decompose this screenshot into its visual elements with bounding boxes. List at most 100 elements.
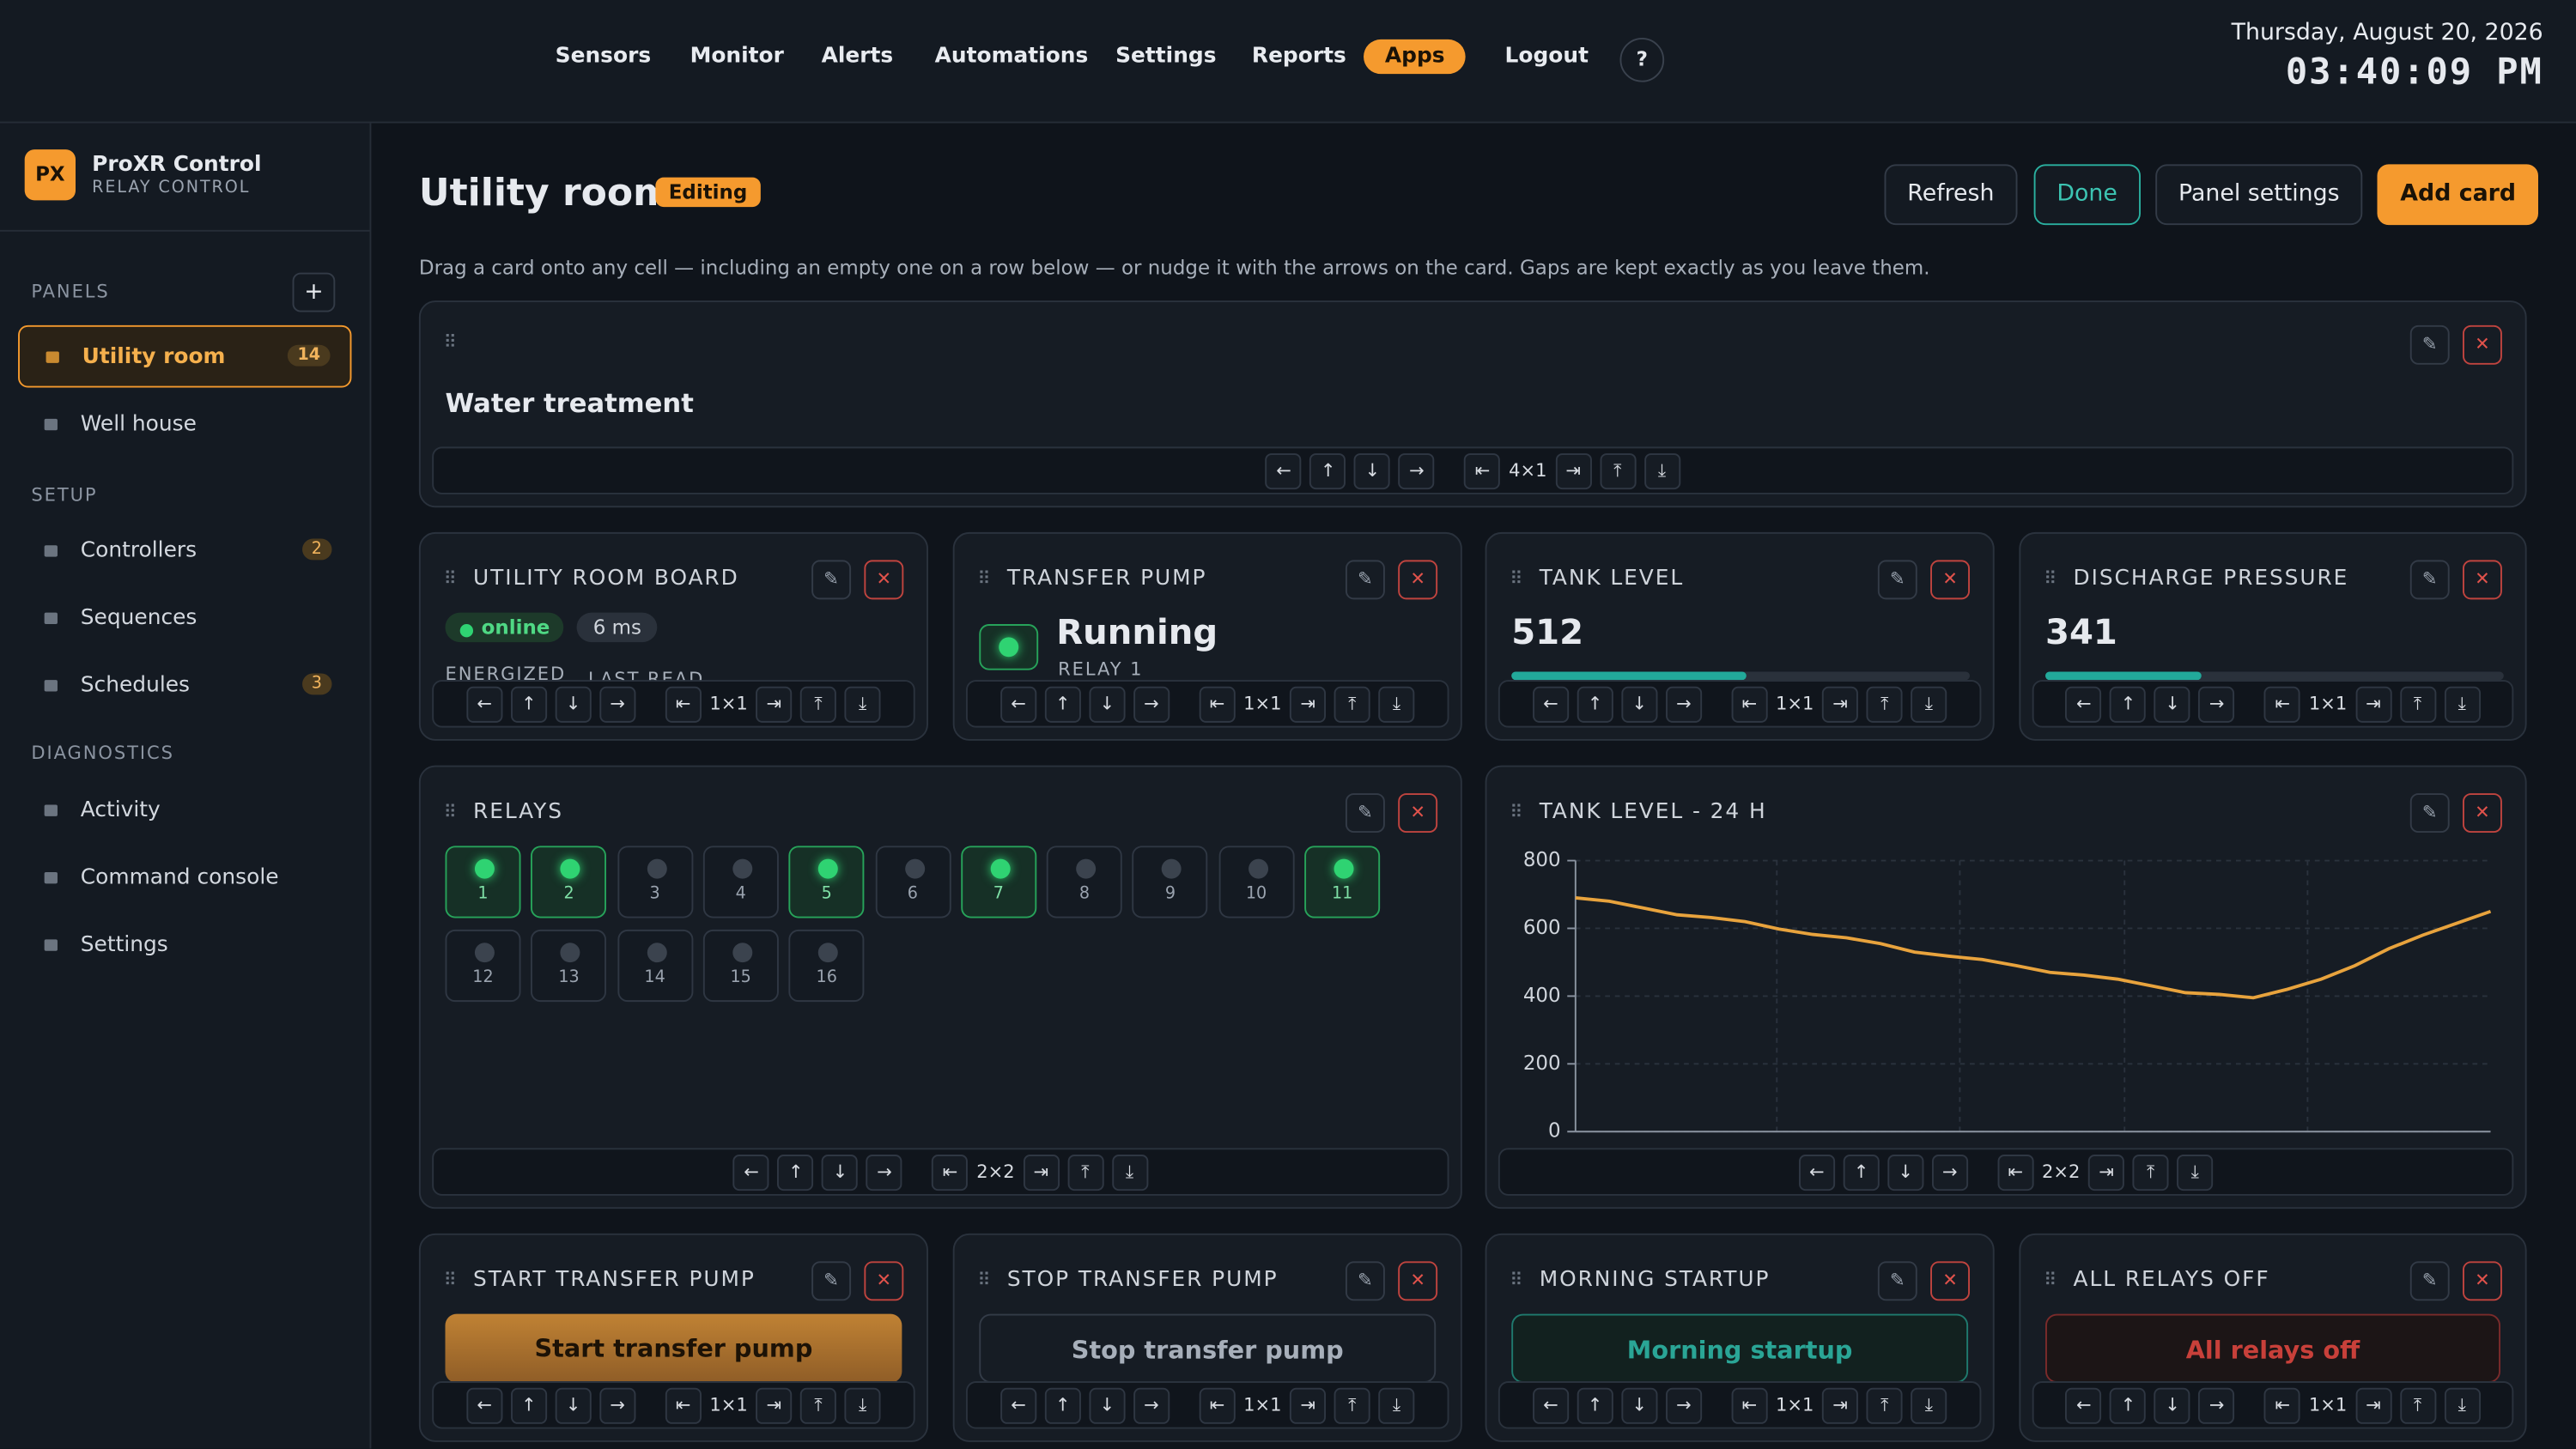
close-button[interactable]: ✕ — [864, 560, 904, 600]
relay[interactable]: 8 — [1046, 846, 1122, 919]
move-button[interactable]: ↑ — [510, 685, 547, 722]
bottom-button[interactable]: ⤓ — [1643, 452, 1680, 489]
move-button[interactable]: ← — [1532, 1386, 1569, 1423]
shrink-button[interactable]: ⇤ — [1731, 1386, 1768, 1423]
move-button[interactable]: ← — [1798, 1154, 1835, 1191]
relay[interactable]: 15 — [702, 929, 779, 1003]
move-button[interactable]: ↑ — [1577, 685, 1613, 722]
move-button[interactable]: ← — [999, 1386, 1037, 1423]
close-button[interactable]: ✕ — [2462, 560, 2502, 600]
relay[interactable]: 2 — [531, 846, 607, 919]
move-button[interactable]: ← — [999, 685, 1037, 722]
card[interactable]: ⠿ DISCHARGE PRESSURE ✎ ✕ 341 ← ↑ ↓ → ⇤ 1×1 ⇥ ⤒ ⤓ — [2019, 531, 2527, 741]
bottom-button[interactable]: ⤓ — [844, 685, 881, 722]
grow-button[interactable]: ⇥ — [2087, 1154, 2125, 1191]
move-button[interactable]: ↑ — [510, 1386, 547, 1423]
nav-link[interactable]: Monitor — [690, 44, 784, 70]
move-button[interactable]: → — [2198, 1386, 2235, 1423]
drag-handle[interactable]: ⠿ — [1510, 567, 1523, 590]
relay[interactable]: 16 — [788, 929, 865, 1003]
move-button[interactable]: ↓ — [2154, 685, 2191, 722]
close-button[interactable]: ✕ — [1930, 560, 1971, 600]
drag-handle[interactable]: ⠿ — [977, 567, 991, 590]
move-button[interactable]: ↓ — [1621, 685, 1658, 722]
drag-handle[interactable]: ⠿ — [977, 1269, 991, 1291]
nav-link[interactable]: Automations — [934, 44, 1089, 70]
nav-link[interactable]: Logout — [1504, 44, 1589, 70]
move-button[interactable]: → — [1665, 685, 1702, 722]
nav-item[interactable]: Settings — [18, 915, 351, 978]
top-button[interactable]: ⤒ — [799, 685, 837, 722]
edit-button[interactable]: ✎ — [811, 1261, 852, 1301]
relay[interactable]: 12 — [445, 929, 521, 1003]
drag-handle[interactable]: ⠿ — [443, 1269, 458, 1291]
shrink-button[interactable]: ⇤ — [1997, 1154, 2034, 1191]
bottom-button[interactable]: ⤓ — [1378, 685, 1415, 722]
nav-item[interactable]: Sequences — [18, 588, 351, 651]
grow-button[interactable]: ⇥ — [1290, 685, 1327, 722]
relay[interactable]: 5 — [788, 846, 865, 919]
edit-button[interactable]: ✎ — [1345, 793, 1385, 834]
relay[interactable]: 3 — [617, 846, 693, 919]
shrink-button[interactable]: ⇤ — [2264, 685, 2301, 722]
drag-handle[interactable]: ⠿ — [1510, 801, 1523, 823]
relay[interactable]: 10 — [1218, 846, 1295, 919]
shrink-button[interactable]: ⇤ — [2264, 1386, 2301, 1423]
move-button[interactable]: → — [1133, 1386, 1170, 1423]
card[interactable]: ⠿ TANK LEVEL - 24 H ✎ ✕ 0 200 400 600 800 ← ↑… — [1485, 765, 2527, 1210]
nav-link[interactable]: Reports — [1251, 44, 1346, 70]
action-button[interactable]: Morning startup — [1511, 1313, 1969, 1383]
edit-button[interactable]: ✎ — [1877, 1261, 1917, 1301]
bottom-button[interactable]: ⤓ — [844, 1386, 881, 1423]
relay[interactable]: 4 — [702, 846, 779, 919]
edit-button[interactable]: ✎ — [811, 560, 852, 600]
bottom-button[interactable]: ⤓ — [1378, 1386, 1415, 1423]
relay[interactable]: 6 — [874, 846, 951, 919]
bottom-button[interactable]: ⤓ — [1111, 1154, 1148, 1191]
move-button[interactable]: ↑ — [1843, 1154, 1880, 1191]
drag-handle[interactable]: ⠿ — [1510, 1269, 1523, 1291]
top-button[interactable]: ⤒ — [1599, 452, 1636, 489]
top-button[interactable]: ⤒ — [2132, 1154, 2169, 1191]
move-button[interactable]: ↓ — [1621, 1386, 1658, 1423]
nav-item[interactable]: Utility room 14 — [18, 324, 352, 388]
card[interactable]: ⠿ UTILITY ROOM BOARD ✎ ✕ online 6 ms ENE… — [418, 531, 928, 741]
drag-handle[interactable]: ⠿ — [2044, 1269, 2057, 1291]
bottom-button[interactable]: ⤓ — [1911, 1386, 1947, 1423]
top-button[interactable]: ⤒ — [1866, 685, 1903, 722]
card[interactable]: ⠿ MORNING STARTUP ✎ ✕ Morning startup ← ↑… — [1485, 1233, 1995, 1442]
move-button[interactable]: ↓ — [1089, 1386, 1126, 1423]
nav-link[interactable]: Apps — [1364, 39, 1467, 75]
edit-button[interactable]: ✎ — [2409, 793, 2450, 834]
move-button[interactable]: ↓ — [1887, 1154, 1924, 1191]
close-button[interactable]: ✕ — [1398, 1261, 1438, 1301]
move-button[interactable]: ↑ — [1044, 685, 1081, 722]
close-button[interactable]: ✕ — [2462, 1261, 2502, 1301]
close-button[interactable]: ✕ — [864, 1261, 904, 1301]
close-button[interactable]: ✕ — [2462, 793, 2502, 834]
relay[interactable]: 7 — [960, 846, 1036, 919]
nav-link[interactable]: Alerts — [821, 44, 894, 70]
shrink-button[interactable]: ⇤ — [665, 685, 702, 722]
button[interactable]: Refresh — [1884, 164, 2018, 226]
grow-button[interactable]: ⇥ — [1290, 1386, 1327, 1423]
close-button[interactable]: ✕ — [1398, 560, 1438, 600]
card[interactable]: ⠿ START TRANSFER PUMP ✎ ✕ Start transfer… — [418, 1233, 928, 1442]
edit-button[interactable]: ✎ — [1877, 560, 1917, 600]
move-button[interactable]: ← — [2065, 685, 2102, 722]
shrink-button[interactable]: ⇤ — [932, 1154, 969, 1191]
shrink-button[interactable]: ⇤ — [1464, 452, 1501, 489]
card[interactable]: ⠿ STOP TRANSFER PUMP ✎ ✕ Stop transfer p… — [952, 1233, 1462, 1442]
move-button[interactable]: ↓ — [822, 1154, 859, 1191]
move-button[interactable]: ↓ — [555, 1386, 592, 1423]
grow-button[interactable]: ⇥ — [1555, 452, 1592, 489]
edit-button[interactable]: ✎ — [2409, 560, 2450, 600]
move-button[interactable]: → — [599, 685, 636, 722]
move-button[interactable]: → — [1931, 1154, 1968, 1191]
close-button[interactable]: ✕ — [2462, 324, 2502, 365]
grow-button[interactable]: ⇥ — [1023, 1154, 1060, 1191]
nav-link[interactable]: Settings — [1115, 44, 1217, 70]
move-button[interactable]: ↓ — [555, 685, 592, 722]
shrink-button[interactable]: ⇤ — [665, 1386, 702, 1423]
top-button[interactable]: ⤒ — [2399, 1386, 2436, 1423]
